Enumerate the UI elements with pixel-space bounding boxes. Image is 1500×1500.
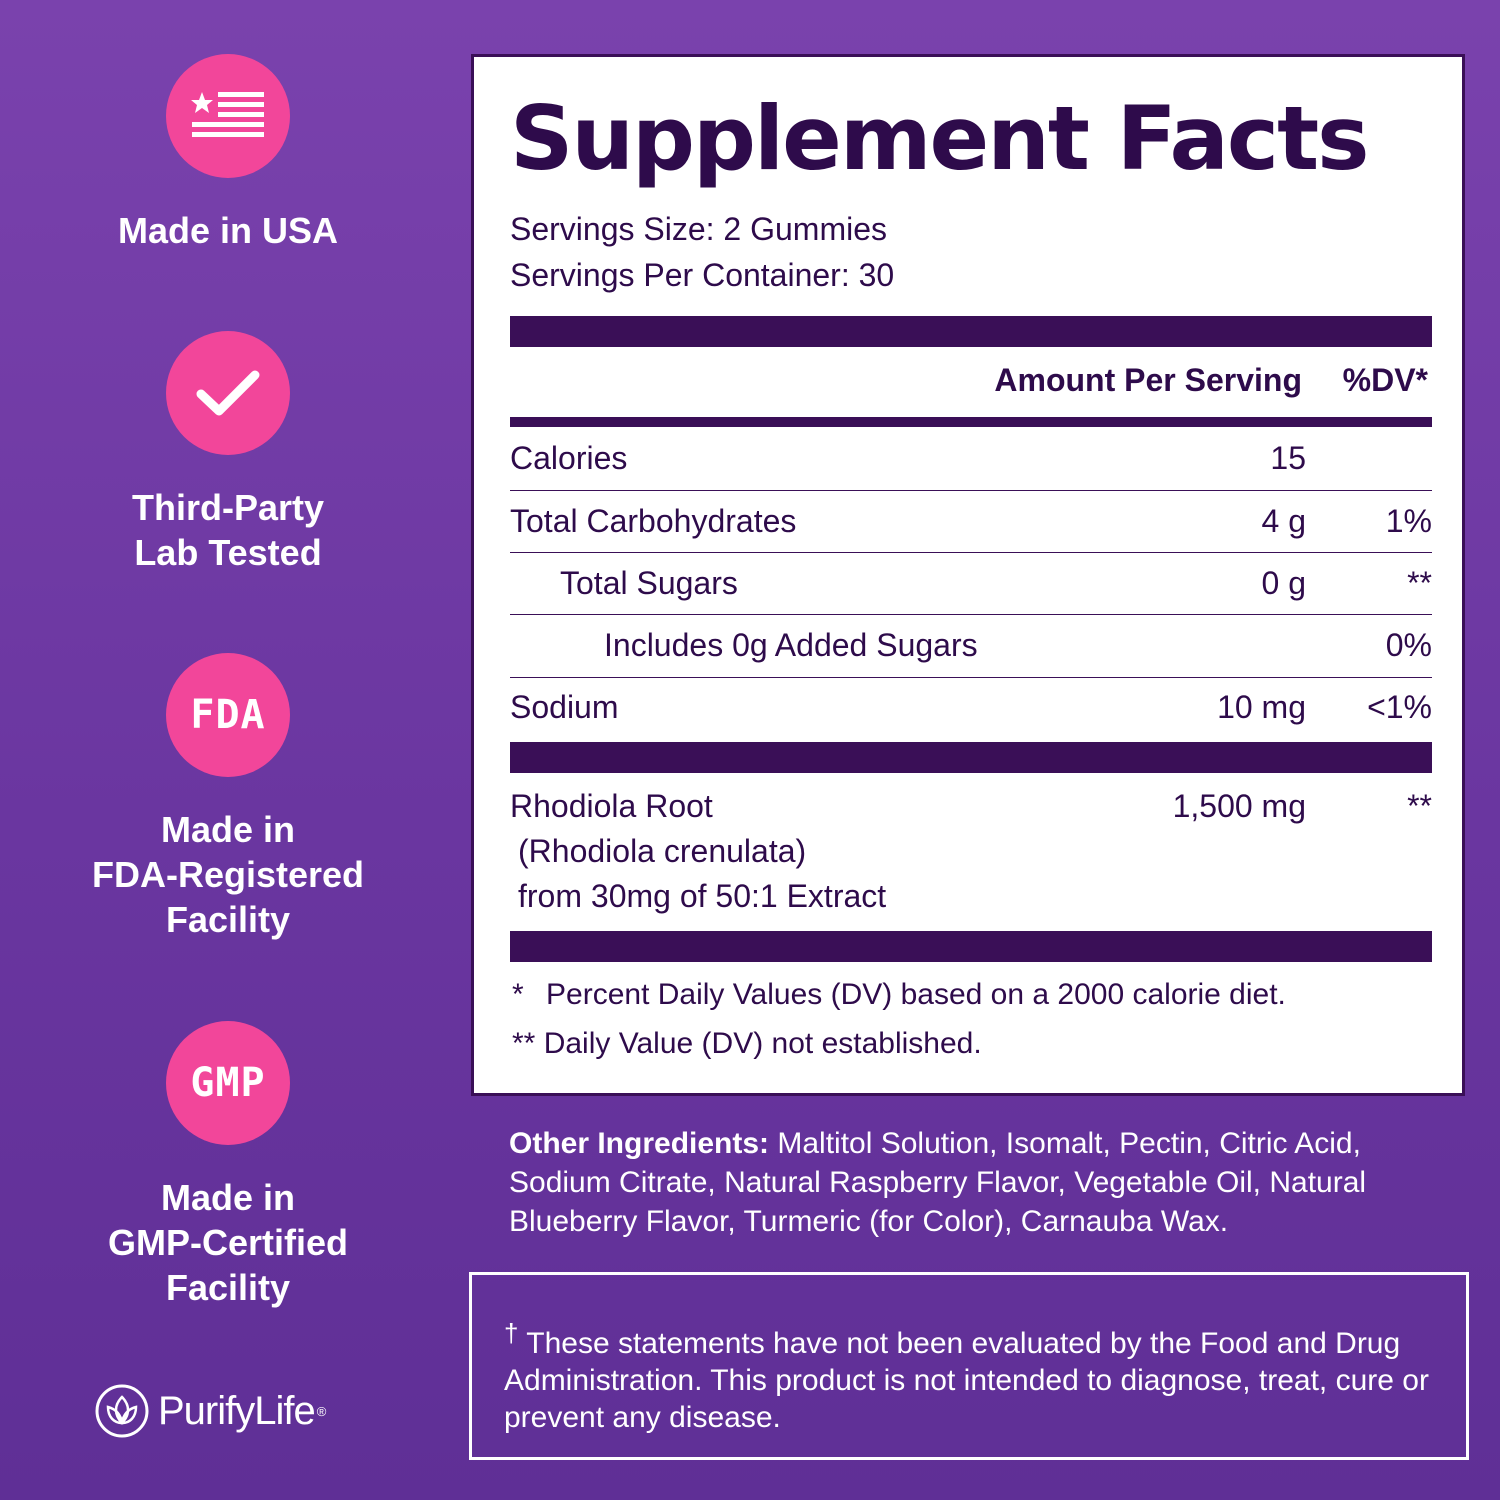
divider-medium [510,417,1432,427]
footnote-dv: * Percent Daily Values (DV) based on a 2… [512,978,1286,1012]
brand-name: PurifyLife [158,1388,316,1433]
row-dv: 0% [1385,627,1432,663]
badge-gmp-certified: GMP Made in GMP-Certified Facility [60,1021,396,1310]
row-divider [510,614,1432,615]
header-amount-per-serving: Amount Per Serving [994,362,1302,398]
row-dv: ** [1407,565,1432,601]
ingredient-species: (Rhodiola crenulata) [518,833,807,869]
row-dv: <1% [1367,689,1432,725]
divider-thick [510,316,1432,347]
ingredient-dv: ** [1407,788,1432,824]
serving-size: Servings Size: 2 Gummies [510,211,888,247]
badge-label: Made in FDA-Registered Facility [91,809,365,940]
badge-label: Made in USA [117,210,339,251]
fda-disclaimer-box: † These statements have not been evaluat… [469,1272,1469,1460]
servings-per-container: Servings Per Container: 30 [510,257,895,293]
badge-label: Third-Party Lab Tested [131,487,325,573]
header-daily-value: %DV* [1342,362,1428,398]
brand-logo: PurifyLife ® [94,1383,326,1439]
row-amount: 10 mg [1217,689,1306,725]
ingredient-amount: 1,500 mg [1172,788,1306,824]
row-divider [510,552,1432,553]
registered-mark: ® [316,1403,327,1419]
badge-made-in-usa: Made in USA [60,54,396,253]
disclaimer-text: These statements have not been evaluated… [504,1327,1429,1434]
footnote-not-established: ** Daily Value (DV) not established. [512,1027,982,1061]
fda-icon: FDA [166,653,290,777]
badge-fda-registered: FDA Made in FDA-Registered Facility [60,653,396,942]
row-name: Sodium [510,689,619,725]
other-ingredients: Other Ingredients: Maltitol Solution, Is… [509,1124,1439,1241]
badge-lab-tested: Third-Party Lab Tested [60,331,396,575]
checkmark-icon [166,331,290,455]
row-amount: 0 g [1261,565,1306,601]
supplement-facts-panel: Supplement Facts Servings Size: 2 Gummie… [471,54,1465,1096]
badge-label: Made in GMP-Certified Facility [107,1177,348,1308]
ingredient-name: Rhodiola Root [510,788,713,824]
gmp-icon-text: GMP [190,1060,266,1106]
dagger-mark: † [504,1318,519,1348]
ingredient-row: Rhodiola Root 1,500 mg ** (Rhodiola cren… [510,788,1432,918]
divider-thick [510,931,1432,962]
row-name: Total Carbohydrates [510,503,797,539]
footnote-text: Percent Daily Values (DV) based on a 200… [546,978,1286,1011]
row-name: Total Sugars [560,565,738,601]
footnote-mark: ** [512,1027,536,1060]
other-ingredients-label: Other Ingredients: [509,1127,770,1160]
lotus-logo-icon [95,1384,149,1438]
row-name: Calories [510,440,628,476]
divider-thick [510,742,1432,773]
facts-title: Supplement Facts [510,87,1370,190]
other-ingredients-text: Maltitol Solution, Isomalt, Pectin, Citr… [509,1127,1367,1238]
row-divider [510,490,1432,491]
gmp-icon: GMP [166,1021,290,1145]
us-flag-icon [166,54,290,178]
row-dv: 1% [1385,503,1432,539]
row-amount: 4 g [1261,503,1306,539]
row-divider [510,677,1432,678]
footnote-text: Daily Value (DV) not established. [543,1027,982,1060]
ingredient-extract: from 30mg of 50:1 Extract [518,878,887,914]
row-name: Includes 0g Added Sugars [604,627,978,663]
row-amount: 15 [1270,440,1306,476]
fda-icon-text: FDA [190,692,266,738]
footnote-mark: * [512,978,524,1011]
